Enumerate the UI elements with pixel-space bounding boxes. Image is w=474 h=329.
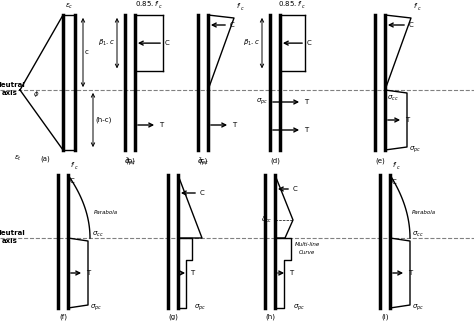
- Text: T: T: [405, 117, 409, 123]
- Text: $\bar{\sigma}_{pc}$: $\bar{\sigma}_{pc}$: [124, 156, 136, 168]
- Text: C: C: [230, 22, 235, 28]
- Text: $\bar{\sigma}_{pc}$: $\bar{\sigma}_{pc}$: [197, 156, 209, 168]
- Text: C: C: [293, 186, 298, 192]
- Text: T: T: [289, 270, 293, 276]
- Text: (i): (i): [381, 313, 389, 319]
- Text: $\beta_1.c$: $\beta_1.c$: [98, 38, 115, 48]
- Text: $\sigma_{cc}$: $\sigma_{cc}$: [387, 94, 399, 103]
- Text: (h-c): (h-c): [95, 117, 111, 123]
- Text: $\sigma_{pc}$: $\sigma_{pc}$: [409, 145, 421, 155]
- Text: $f'_c$: $f'_c$: [236, 2, 245, 13]
- Text: C: C: [70, 178, 75, 184]
- Text: (h): (h): [265, 313, 275, 319]
- Text: Neutral: Neutral: [0, 82, 25, 88]
- Text: axis: axis: [2, 238, 18, 244]
- Text: (c): (c): [198, 158, 208, 164]
- Text: T: T: [86, 270, 90, 276]
- Text: $0.85.f'_c$: $0.85.f'_c$: [135, 0, 163, 11]
- Text: $\varepsilon_c$: $\varepsilon_c$: [65, 2, 73, 11]
- Text: (d): (d): [270, 158, 280, 164]
- Text: $f'_c$: $f'_c$: [413, 2, 422, 13]
- Text: T: T: [232, 122, 236, 128]
- Text: $\sigma_{cc}$: $\sigma_{cc}$: [92, 229, 104, 239]
- Text: T: T: [408, 270, 412, 276]
- Text: $\sigma_{pc}$: $\sigma_{pc}$: [412, 303, 424, 313]
- Text: (b): (b): [125, 158, 135, 164]
- Text: T: T: [159, 122, 163, 128]
- Text: Multi-line: Multi-line: [295, 242, 320, 247]
- Text: C: C: [165, 40, 170, 46]
- Text: $\delta_{cc}$: $\delta_{cc}$: [262, 215, 273, 225]
- Text: C: C: [200, 190, 205, 196]
- Text: $\sigma_{pc}$: $\sigma_{pc}$: [194, 303, 206, 313]
- Text: $\sigma_{pc}$: $\sigma_{pc}$: [90, 303, 102, 313]
- Text: T: T: [304, 99, 308, 105]
- Text: (f): (f): [59, 313, 67, 319]
- Text: $\beta_1.c$: $\beta_1.c$: [243, 38, 260, 48]
- Text: C: C: [392, 179, 397, 185]
- Text: (a): (a): [40, 155, 50, 162]
- Text: $f'_c$: $f'_c$: [392, 161, 401, 172]
- Text: axis: axis: [2, 90, 18, 96]
- Text: (g): (g): [168, 313, 178, 319]
- Text: Neutral: Neutral: [0, 230, 25, 236]
- Text: C: C: [409, 22, 414, 28]
- Text: $\sigma_{pc}$: $\sigma_{pc}$: [293, 303, 305, 313]
- Text: $\sigma_{cc}$: $\sigma_{cc}$: [412, 229, 424, 239]
- Text: $f'_c$: $f'_c$: [70, 161, 79, 172]
- Text: Curve: Curve: [299, 250, 315, 255]
- Text: $\varepsilon_t$: $\varepsilon_t$: [14, 154, 22, 163]
- Text: $\sigma_{pc}$: $\sigma_{pc}$: [256, 97, 268, 107]
- Text: T: T: [304, 127, 308, 133]
- Text: Parabola: Parabola: [412, 211, 436, 215]
- Text: (e): (e): [375, 158, 385, 164]
- Text: Parabola: Parabola: [94, 211, 118, 215]
- Text: $\phi$: $\phi$: [33, 89, 39, 99]
- Text: T: T: [190, 270, 194, 276]
- Text: $0.85.f'_c$: $0.85.f'_c$: [278, 0, 306, 11]
- Text: C: C: [307, 40, 312, 46]
- Text: c: c: [85, 49, 89, 56]
